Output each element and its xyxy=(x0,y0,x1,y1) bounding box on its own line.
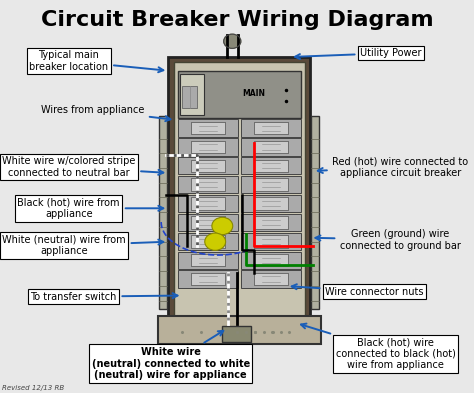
FancyBboxPatch shape xyxy=(241,270,301,288)
FancyBboxPatch shape xyxy=(178,214,238,231)
FancyBboxPatch shape xyxy=(191,235,225,248)
FancyBboxPatch shape xyxy=(178,252,238,269)
Text: Wire connector nuts: Wire connector nuts xyxy=(292,284,424,297)
FancyBboxPatch shape xyxy=(241,119,301,137)
FancyBboxPatch shape xyxy=(180,74,204,115)
FancyBboxPatch shape xyxy=(191,141,225,153)
FancyBboxPatch shape xyxy=(178,195,238,212)
Text: Green (ground) wire
connected to ground bar: Green (ground) wire connected to ground … xyxy=(315,229,461,250)
FancyBboxPatch shape xyxy=(191,254,225,266)
Text: Black (hot) wire from
appliance: Black (hot) wire from appliance xyxy=(18,198,164,219)
FancyBboxPatch shape xyxy=(178,176,238,193)
FancyBboxPatch shape xyxy=(191,160,225,172)
Text: MAIN: MAIN xyxy=(243,89,265,98)
Circle shape xyxy=(212,217,233,235)
FancyBboxPatch shape xyxy=(191,178,225,191)
Circle shape xyxy=(224,34,241,48)
FancyBboxPatch shape xyxy=(254,197,288,210)
Text: Revised 12/13 RB: Revised 12/13 RB xyxy=(2,385,64,391)
FancyBboxPatch shape xyxy=(178,138,238,156)
FancyBboxPatch shape xyxy=(241,252,301,269)
FancyBboxPatch shape xyxy=(254,122,288,134)
FancyBboxPatch shape xyxy=(254,254,288,266)
FancyBboxPatch shape xyxy=(178,71,301,118)
FancyBboxPatch shape xyxy=(178,270,238,288)
FancyBboxPatch shape xyxy=(254,216,288,229)
FancyBboxPatch shape xyxy=(241,157,301,174)
FancyBboxPatch shape xyxy=(178,233,238,250)
Text: Wires from appliance: Wires from appliance xyxy=(41,105,171,121)
Circle shape xyxy=(205,233,226,250)
Text: Red (hot) wire connected to
appliance circuit breaker: Red (hot) wire connected to appliance ci… xyxy=(318,156,469,178)
FancyBboxPatch shape xyxy=(254,273,288,285)
FancyBboxPatch shape xyxy=(191,216,225,229)
Text: Black (hot) wire
connected to black (hot)
wire from appliance: Black (hot) wire connected to black (hot… xyxy=(301,323,456,370)
Text: Circuit Breaker Wiring Diagram: Circuit Breaker Wiring Diagram xyxy=(41,10,433,30)
Text: Typical main
breaker location: Typical main breaker location xyxy=(29,50,164,72)
FancyBboxPatch shape xyxy=(254,235,288,248)
FancyBboxPatch shape xyxy=(191,197,225,210)
FancyBboxPatch shape xyxy=(254,178,288,191)
FancyBboxPatch shape xyxy=(241,138,301,156)
Text: White wire
(neutral) connected to white
(neutral) wire for appliance: White wire (neutral) connected to white … xyxy=(91,331,250,380)
FancyBboxPatch shape xyxy=(241,195,301,212)
FancyBboxPatch shape xyxy=(174,62,305,316)
FancyBboxPatch shape xyxy=(311,116,319,309)
FancyBboxPatch shape xyxy=(159,116,167,309)
FancyBboxPatch shape xyxy=(182,86,197,108)
FancyBboxPatch shape xyxy=(241,176,301,193)
FancyBboxPatch shape xyxy=(158,316,321,344)
FancyBboxPatch shape xyxy=(178,157,238,174)
FancyBboxPatch shape xyxy=(254,141,288,153)
FancyBboxPatch shape xyxy=(168,57,310,320)
FancyBboxPatch shape xyxy=(178,119,238,137)
Text: White (neutral) wire from
appliance: White (neutral) wire from appliance xyxy=(2,235,164,256)
FancyBboxPatch shape xyxy=(191,122,225,134)
FancyBboxPatch shape xyxy=(241,233,301,250)
FancyBboxPatch shape xyxy=(222,326,251,342)
Text: Utility Power: Utility Power xyxy=(295,48,422,59)
FancyBboxPatch shape xyxy=(254,160,288,172)
FancyBboxPatch shape xyxy=(191,273,225,285)
Text: To transfer switch: To transfer switch xyxy=(30,292,178,302)
FancyBboxPatch shape xyxy=(241,214,301,231)
Text: White wire w/colored stripe
connected to neutral bar: White wire w/colored stripe connected to… xyxy=(2,156,164,178)
